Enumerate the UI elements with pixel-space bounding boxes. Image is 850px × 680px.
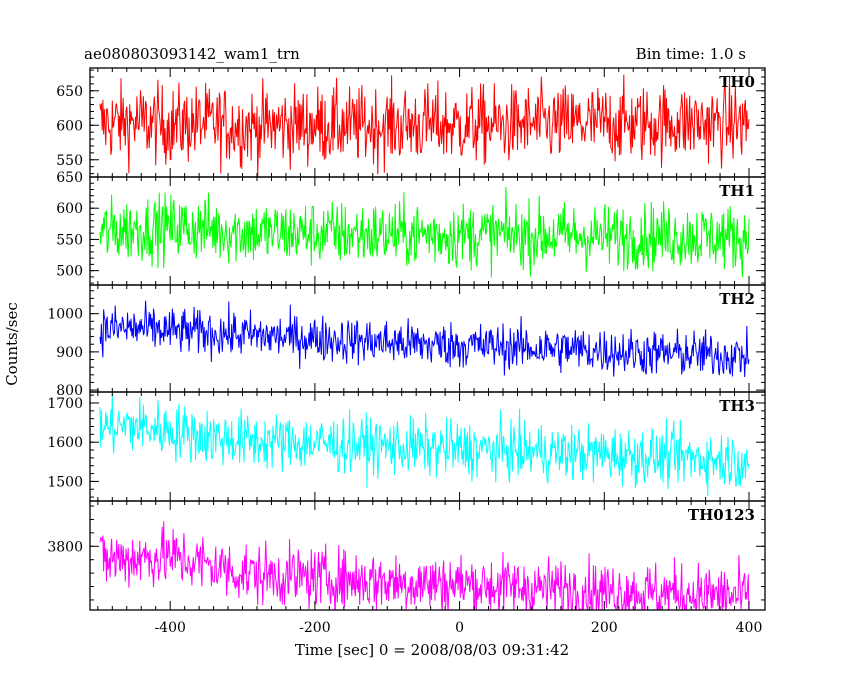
x-tick-label: 0 [455, 620, 464, 636]
series-line-th1 [99, 186, 750, 278]
x-axis-label: Time [sec] 0 = 2008/08/03 09:31:42 [295, 641, 569, 659]
y-tick-label: 550 [56, 153, 83, 169]
panel-frame [89, 500, 766, 611]
y-tick-label: 550 [56, 232, 83, 248]
x-tick-label: -200 [299, 620, 330, 636]
series-label-th1: TH1 [719, 182, 755, 200]
series-line-th0123 [99, 521, 750, 610]
y-tick-label: 800 [56, 383, 83, 399]
bin-time-label: Bin time: 1.0 s [636, 45, 746, 63]
series-label-th2: TH2 [719, 290, 755, 308]
y-tick-label: 600 [56, 201, 83, 217]
y-tick-label: 600 [56, 118, 83, 134]
series-label-th0123: TH0123 [688, 506, 755, 524]
x-tick-label: -400 [154, 620, 185, 636]
chart-panels: 550 600 650 TH0 500 550 600 650 TH1 800 900 1000 TH2… [47, 67, 766, 636]
x-tick-label: 400 [736, 620, 763, 636]
y-axis-label: Counts/sec [3, 302, 21, 386]
y-tick-label: 650 [56, 84, 83, 100]
x-tick-label: 200 [591, 620, 618, 636]
chart-title: ae080803093142_wam1_trn [84, 45, 300, 63]
panel-frame [89, 284, 766, 393]
series-line-th3 [99, 393, 750, 497]
y-tick-label: 1700 [47, 396, 83, 412]
y-tick-label: 900 [56, 345, 83, 361]
y-tick-label: 500 [56, 264, 83, 280]
y-tick-label: 3800 [47, 539, 83, 555]
y-tick-label: 650 [56, 170, 83, 186]
y-tick-label: 1500 [47, 474, 83, 490]
series-line-th2 [99, 300, 750, 378]
y-tick-label: 1000 [47, 307, 83, 323]
series-line-th0 [99, 74, 750, 177]
series-label-th3: TH3 [719, 397, 755, 415]
y-tick-label: 1600 [47, 435, 83, 451]
series-label-th0: TH0 [719, 73, 755, 91]
